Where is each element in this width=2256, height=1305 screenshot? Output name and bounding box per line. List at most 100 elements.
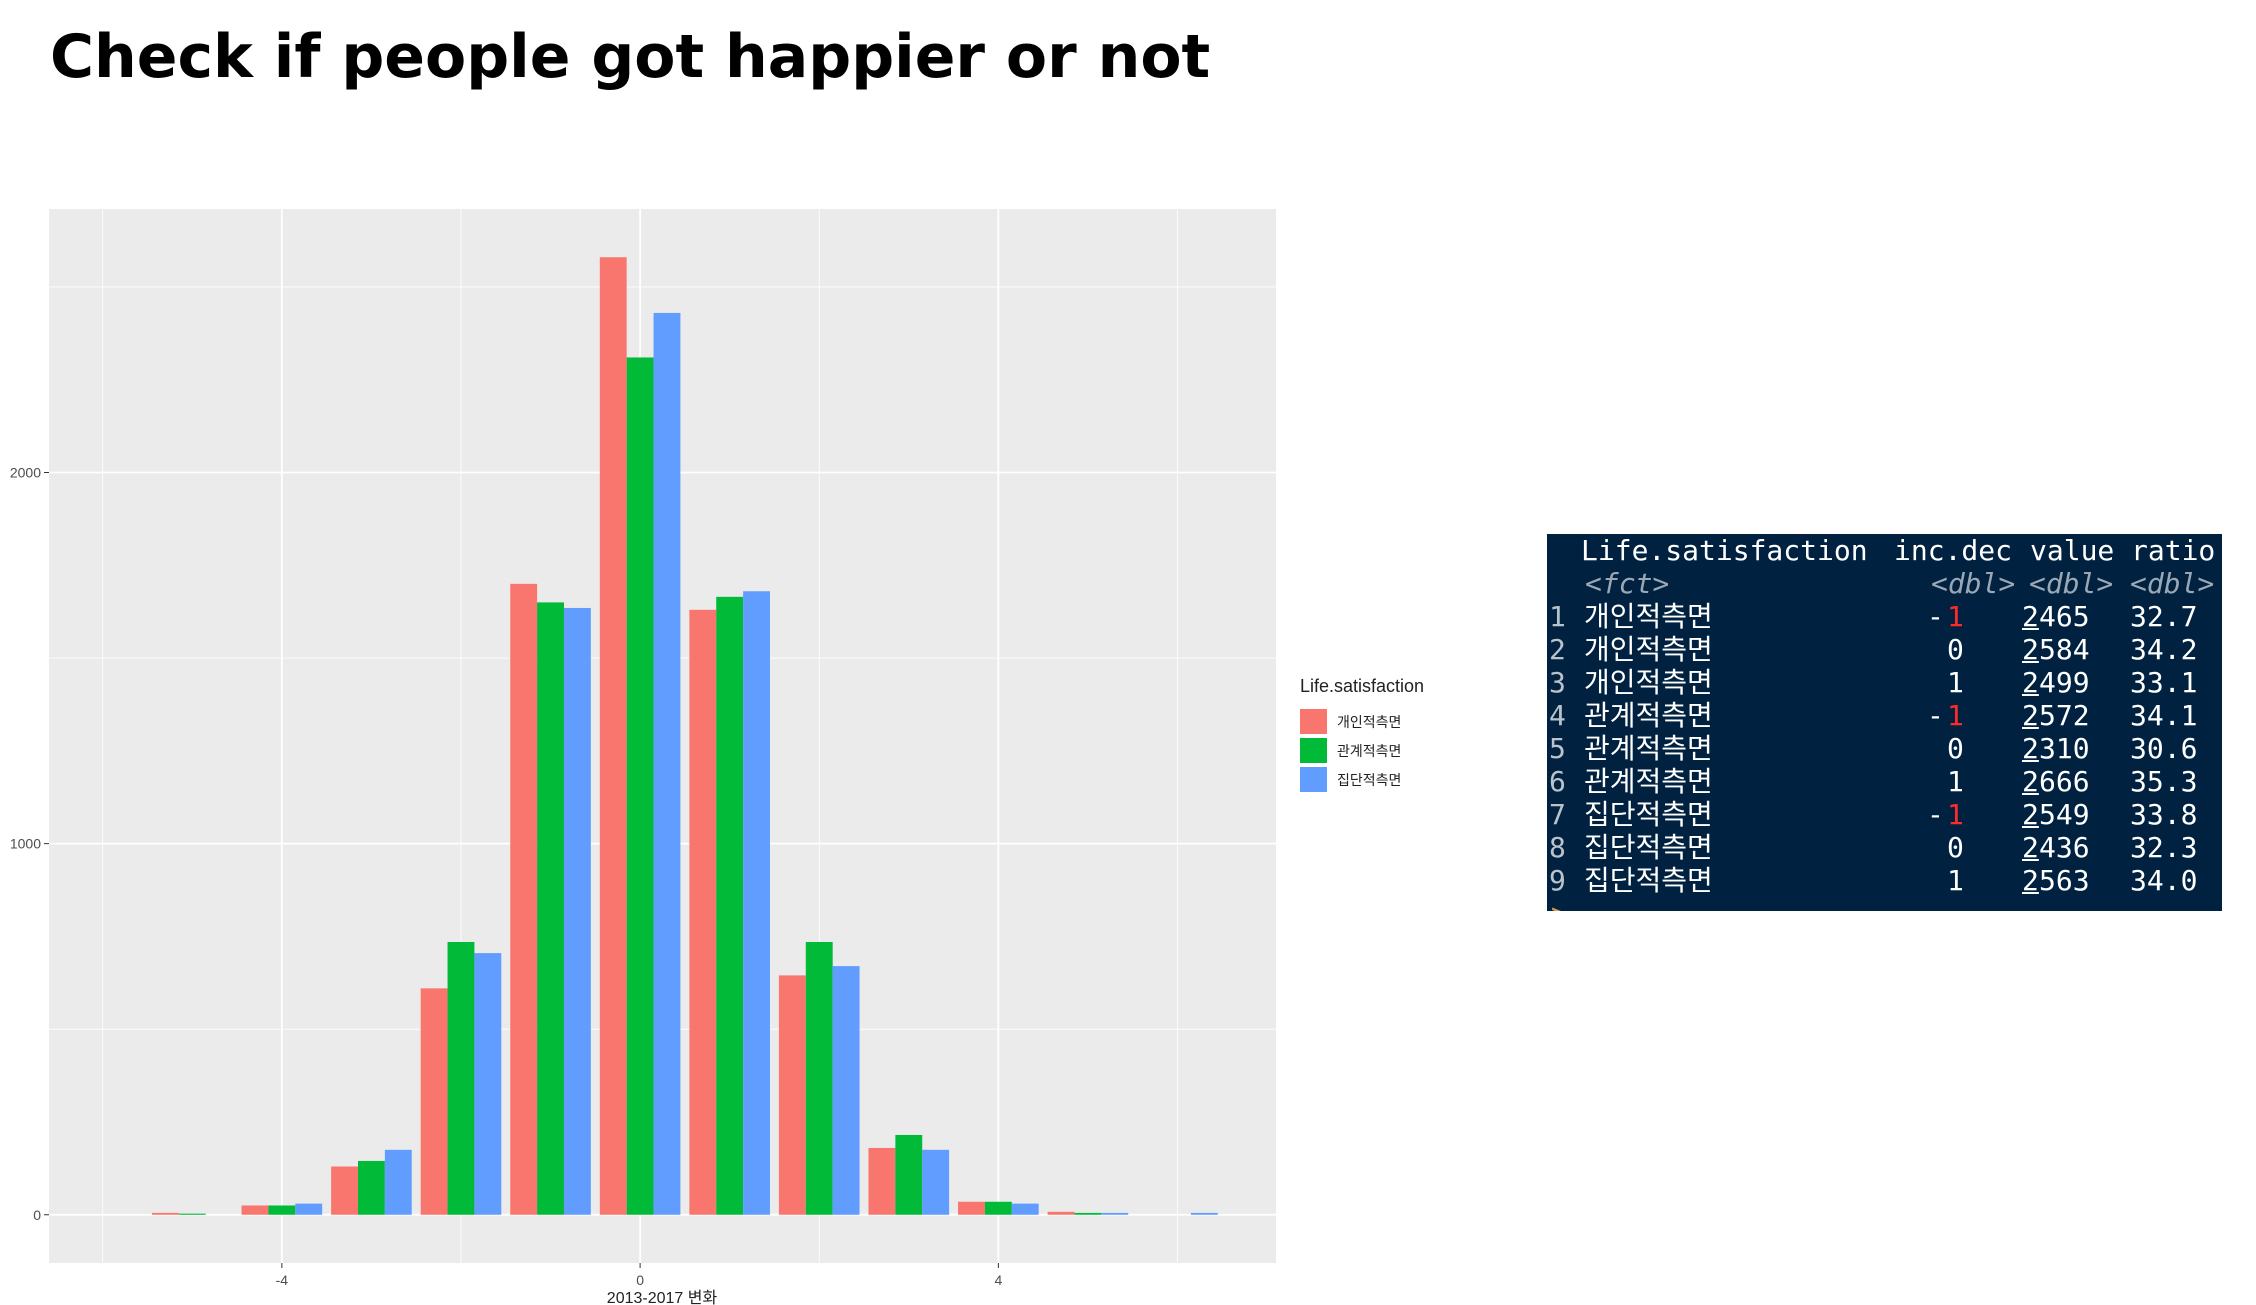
row-value-rest: 499 xyxy=(2039,666,2090,699)
y-tick-label: 1000 xyxy=(10,836,41,852)
bar xyxy=(331,1166,358,1215)
type-fct: <fct> xyxy=(1585,567,1670,600)
row-inc-dec: 1 xyxy=(1947,798,1964,831)
bars xyxy=(151,257,1218,1215)
bar xyxy=(716,596,744,1215)
row-inc-dec: 1 xyxy=(1947,765,1964,798)
row-inc-dec: 1 xyxy=(1947,600,1964,633)
row-value-rest: 563 xyxy=(2039,864,2090,897)
row-value-rest: 310 xyxy=(2039,732,2090,765)
row-ratio: 33.8 xyxy=(2130,798,2198,831)
type-dbl: <dbl> xyxy=(2029,567,2114,600)
bar xyxy=(447,941,475,1215)
row-sign: - xyxy=(1927,600,1944,633)
bar xyxy=(151,1212,179,1215)
header-inc-dec: inc.dec xyxy=(1894,534,2013,567)
legend-item: 개인적측면 xyxy=(1300,707,1424,736)
row-value-lead: 2 xyxy=(2022,798,2039,831)
row-ratio: 33.1 xyxy=(2130,666,2198,699)
row-value-lead: 2 xyxy=(2022,600,2039,633)
bar xyxy=(805,941,833,1215)
x-tick-label: 4 xyxy=(994,1272,1002,1288)
row-value-lead: 2 xyxy=(2022,633,2039,666)
x-axis-label: 2013-2017 변화 xyxy=(607,1289,718,1305)
bar xyxy=(1074,1212,1102,1215)
row-ratio: 35.3 xyxy=(2130,765,2198,798)
bar xyxy=(743,591,770,1215)
y-tick-label: 2000 xyxy=(10,465,41,481)
bar xyxy=(420,988,448,1215)
bar xyxy=(778,975,806,1215)
row-value-rest: 436 xyxy=(2039,831,2090,864)
console-prompt[interactable]: > xyxy=(1551,897,1568,911)
row-sign: - xyxy=(1927,798,1944,831)
legend-title: Life.satisfaction xyxy=(1300,676,1425,696)
bar xyxy=(922,1149,950,1215)
row-life-satisfaction: 개인적측면 xyxy=(1584,666,1713,699)
row-value-lead: 2 xyxy=(2022,732,2039,765)
row-value-lead: 2 xyxy=(2022,699,2039,732)
legend-label: 관계적측면 xyxy=(1337,742,1402,759)
row-index: 3 xyxy=(1549,666,1566,699)
legend-label: 개인적측면 xyxy=(1337,713,1402,730)
bar xyxy=(1101,1212,1129,1215)
row-value-rest: 572 xyxy=(2039,699,2090,732)
bar xyxy=(178,1213,206,1215)
r-console-output: Life.satisfaction inc.dec value ratio <f… xyxy=(1547,534,2222,911)
row-life-satisfaction: 집단적측면 xyxy=(1584,831,1713,864)
legend-label: 집단적측면 xyxy=(1337,771,1402,788)
row-index: 8 xyxy=(1549,831,1566,864)
row-value-lead: 2 xyxy=(2022,666,2039,699)
row-ratio: 34.2 xyxy=(2130,633,2198,666)
row-index: 7 xyxy=(1549,798,1566,831)
row-ratio: 34.0 xyxy=(2130,864,2198,897)
bar xyxy=(599,257,627,1215)
row-value-rest: 584 xyxy=(2039,633,2090,666)
bar xyxy=(563,607,591,1215)
row-index: 2 xyxy=(1549,633,1566,666)
bar xyxy=(1047,1211,1075,1215)
row-inc-dec: 1 xyxy=(1947,864,1964,897)
bar xyxy=(689,609,717,1215)
axes: 0 1000 2000 -4 0 4 xyxy=(10,465,1003,1289)
bar xyxy=(295,1203,323,1215)
console-type-row: <fct> <dbl> <dbl> <dbl> xyxy=(1547,567,2214,600)
slide-title: Check if people got happier or not xyxy=(50,22,1211,92)
type-dbl: <dbl> xyxy=(2130,567,2215,600)
legend: Life.satisfaction 개인적측면 관계적측면 집단적측면 xyxy=(1300,676,1424,794)
legend-swatch xyxy=(1300,709,1327,734)
row-value-rest: 549 xyxy=(2039,798,2090,831)
type-dbl: <dbl> xyxy=(1931,567,2016,600)
bar xyxy=(537,602,564,1215)
bar xyxy=(868,1147,896,1215)
bar xyxy=(384,1149,412,1215)
header-value: value xyxy=(2030,534,2115,567)
row-inc-dec: 0 xyxy=(1947,732,1964,765)
row-life-satisfaction: 관계적측면 xyxy=(1584,699,1713,732)
row-sign: - xyxy=(1927,699,1944,732)
bar xyxy=(653,312,681,1215)
row-life-satisfaction: 개인적측면 xyxy=(1584,633,1713,666)
bar xyxy=(357,1160,385,1215)
row-life-satisfaction: 관계적측면 xyxy=(1584,732,1713,765)
header-ratio: ratio xyxy=(2131,534,2216,567)
row-ratio: 32.3 xyxy=(2130,831,2198,864)
row-value-lead: 2 xyxy=(2022,864,2039,897)
row-life-satisfaction: 집단적측면 xyxy=(1584,798,1713,831)
bar xyxy=(241,1205,269,1215)
row-inc-dec: 0 xyxy=(1947,633,1964,666)
row-index: 9 xyxy=(1549,864,1566,897)
row-inc-dec: 1 xyxy=(1947,666,1964,699)
bar xyxy=(474,953,502,1215)
header-life-satisfaction: Life.satisfaction xyxy=(1581,534,1868,567)
row-index: 4 xyxy=(1549,699,1566,732)
bar xyxy=(510,583,538,1215)
bar xyxy=(958,1201,985,1215)
row-index: 5 xyxy=(1549,732,1566,765)
row-life-satisfaction: 개인적측면 xyxy=(1584,600,1713,633)
row-inc-dec: 1 xyxy=(1947,699,1964,732)
x-tick-label: 0 xyxy=(636,1272,644,1288)
row-inc-dec: 0 xyxy=(1947,831,1964,864)
bar xyxy=(1190,1212,1218,1215)
